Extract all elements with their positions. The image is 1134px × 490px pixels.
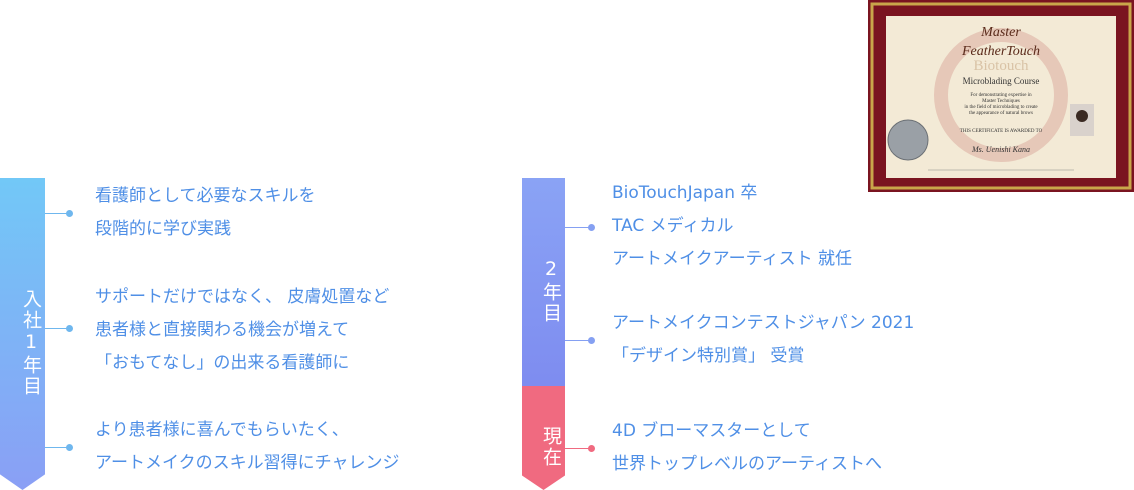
item: サポートだけではなく、 皮膚処置など 患者様と直接関わる機会が増えて 「おもてなし」… <box>95 281 389 380</box>
dot <box>588 337 595 344</box>
dot <box>588 224 595 231</box>
period-bar: 2年目 <box>522 178 565 386</box>
certificate: Master FeatherTouch Biotouch Microbladin… <box>868 0 1134 192</box>
connector <box>45 213 70 214</box>
connector <box>565 227 592 228</box>
dot <box>66 325 73 332</box>
item-line: 看護師として必要なスキルを <box>95 186 316 206</box>
cert-name: Ms. Uenishi Kana <box>971 145 1030 154</box>
photo-head <box>1076 110 1088 122</box>
connector <box>565 448 592 449</box>
period-label: 2年目 <box>540 258 562 324</box>
connector <box>565 340 592 341</box>
item-line: 「デザイン特別賞」 受賞 <box>612 346 805 366</box>
item-line: 患者様と直接関わる機会が増えて <box>95 320 350 340</box>
cert-awarded: THIS CERTIFICATE IS AWARDED TO <box>960 129 1043 134</box>
period-label: 入社1年目 <box>20 289 42 397</box>
cert-brand: FeatherTouch <box>961 44 1040 59</box>
item: アートメイクコンテストジャパン 2021 「デザイン特別賞」 受賞 <box>612 307 914 373</box>
item-line: アートメイクコンテストジャパン 2021 <box>612 313 915 333</box>
item-line: アートメイクのスキル習得にチャレンジ <box>95 453 400 473</box>
item-line: 「おもてなし」の出来る看護師に <box>95 353 350 373</box>
frame-border <box>870 2 1132 190</box>
cert-logo: Biotouch <box>974 58 1029 74</box>
item: 看護師として必要なスキルを 段階的に学び実践 <box>95 180 316 246</box>
cert-desc: the appearance of natural brows <box>969 111 1033 116</box>
dot <box>66 210 73 217</box>
connector <box>45 447 70 448</box>
seal <box>887 119 929 161</box>
dot <box>588 445 595 452</box>
cert-desc: For demonstrating expertise in <box>970 93 1032 98</box>
item-line: 4D ブローマスターとして <box>612 421 811 441</box>
cert-title: Master <box>980 25 1021 40</box>
period-bar: 入社1年目 <box>0 178 45 490</box>
cert-course: Microblading Course <box>963 76 1040 86</box>
item-line: より患者様に喜んでもらいたく、 <box>95 420 349 440</box>
item-line: アートメイクアーティスト 就任 <box>612 249 853 269</box>
item-line: BioTouchJapan 卒 <box>612 183 758 203</box>
connector <box>45 328 70 329</box>
emblem <box>934 28 1068 162</box>
cert-desc: Master Techniques <box>982 99 1020 104</box>
item-line: 段階的に学び実践 <box>95 219 231 239</box>
period-label: 現在 <box>540 426 562 468</box>
item: 4D ブローマスターとして世界トップレベルのアーティストへ <box>612 415 882 481</box>
dot <box>66 444 73 451</box>
item-line: サポートだけではなく、 皮膚処置など <box>95 287 390 307</box>
item-line: TAC メディカル <box>612 216 734 236</box>
cert-desc: in the field of microblading to create <box>964 105 1038 110</box>
item-line: 世界トップレベルのアーティストへ <box>612 454 882 474</box>
item: BioTouchJapan 卒 TAC メディカルアートメイクアーティスト 就任 <box>612 177 852 276</box>
item: より患者様に喜んでもらいたく、アートメイクのスキル習得にチャレンジ <box>95 414 399 480</box>
period-bar: 現在 <box>522 386 565 490</box>
